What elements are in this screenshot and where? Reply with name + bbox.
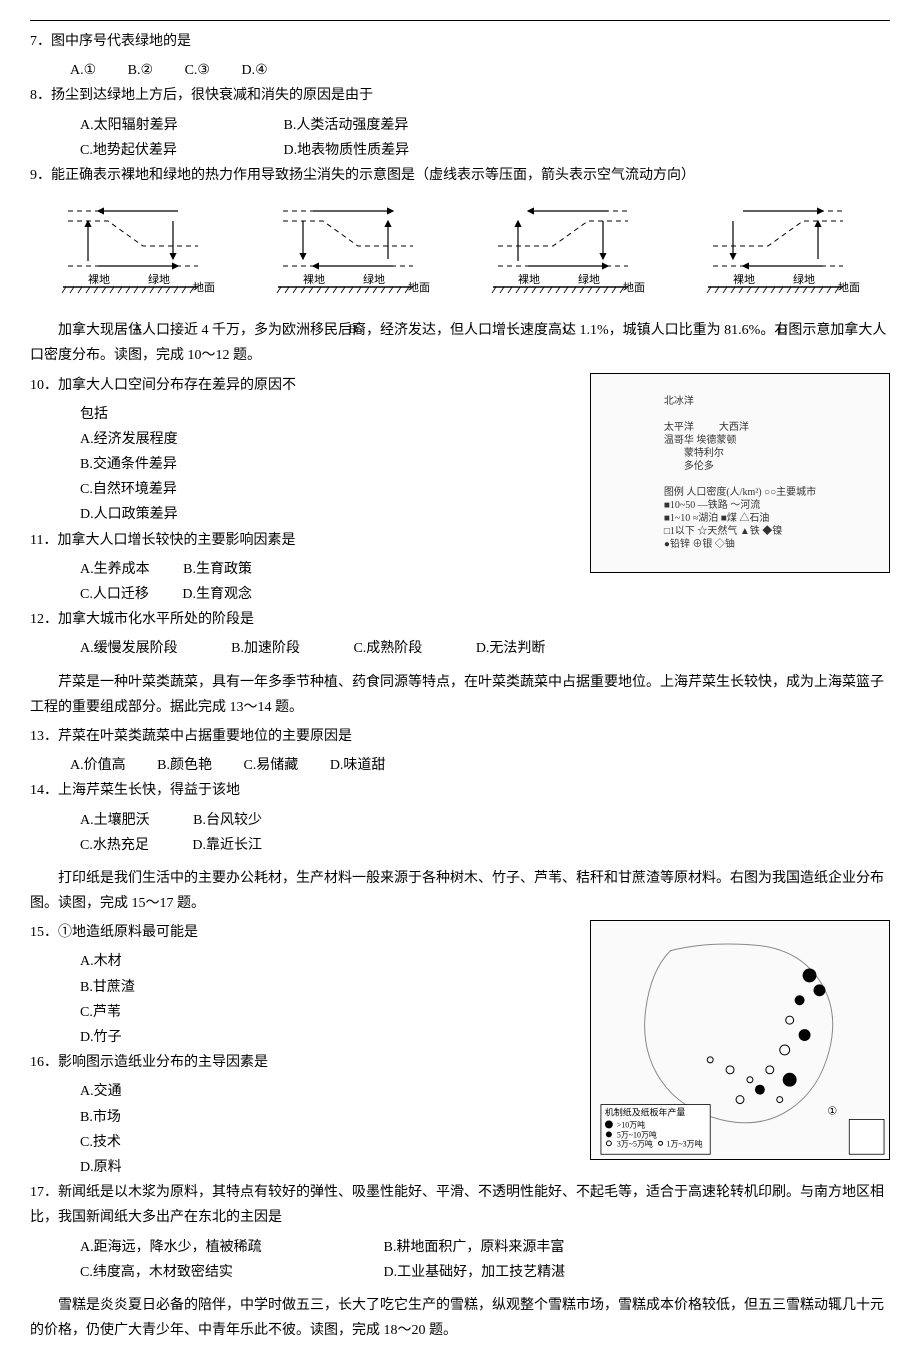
svg-text:绿地: 绿地 bbox=[363, 272, 385, 286]
option-b: B.交通条件差异 bbox=[30, 452, 580, 477]
question-text: 12．加拿大城市化水平所处的阶段是 bbox=[30, 612, 254, 627]
option-b: B.生育政策 bbox=[183, 562, 252, 577]
question-text: 15．①地造纸原料最可能是 bbox=[30, 925, 198, 940]
passage-15-17: 打印纸是我们生活中的主要办公耗材，生产材料一般来源于各种树木、竹子、芦苇、秸秆和… bbox=[30, 866, 890, 916]
diagram-label: C bbox=[478, 317, 658, 340]
svg-text:绿地: 绿地 bbox=[793, 272, 815, 286]
diagram-label: D bbox=[693, 317, 873, 340]
option-a: A.价值高 bbox=[70, 753, 126, 778]
q11-options: A.生养成本 B.生育政策 bbox=[30, 557, 580, 582]
option-b: B.甘蔗渣 bbox=[30, 975, 580, 1000]
option-c: C.人口迁移 bbox=[80, 582, 149, 607]
q17-options: A.距海远，降水少，植被稀疏 B.耕地面积广，原料来源丰富 bbox=[30, 1235, 890, 1260]
question-14: 14．上海芹菜生长快，得益于该地 bbox=[30, 778, 890, 803]
option-c: C.芦苇 bbox=[30, 1000, 580, 1025]
svg-text:3万~5万吨: 3万~5万吨 bbox=[617, 1139, 653, 1149]
question-13: 13．芹菜在叶菜类蔬菜中占据重要地位的主要原因是 bbox=[30, 724, 890, 749]
q12-options: A.缓慢发展阶段 B.加速阶段 C.成熟阶段 D.无法判断 bbox=[30, 636, 890, 661]
option-b: B.人类活动强度差异 bbox=[284, 113, 484, 138]
option-a: A.缓慢发展阶段 bbox=[80, 636, 178, 661]
svg-text:裸地: 裸地 bbox=[303, 272, 325, 286]
svg-text:5万~10万吨: 5万~10万吨 bbox=[617, 1130, 657, 1140]
q14-options: A.土壤肥沃 B.台风较少 bbox=[30, 808, 890, 833]
question-text: 9．能正确表示裸地和绿地的热力作用导致扬尘消失的示意图是（虚线表示等压面，箭头表… bbox=[30, 168, 695, 183]
question-text: 16．影响图示造纸业分布的主导因素是 bbox=[30, 1055, 268, 1070]
green-label: 绿地 bbox=[148, 272, 170, 286]
option-c: C.易储藏 bbox=[243, 753, 298, 778]
option-a: A.① bbox=[70, 58, 96, 83]
svg-text:机制纸及纸板年产量: 机制纸及纸板年产量 bbox=[605, 1107, 686, 1118]
diagram-b: 裸地绿地地面 B bbox=[263, 196, 443, 306]
question-9: 9．能正确表示裸地和绿地的热力作用导致扬尘消失的示意图是（虚线表示等压面，箭头表… bbox=[30, 163, 890, 188]
passage-18-20: 雪糕是炎炎夏日必备的陪伴，中学时做五三，长大了吃它生产的雪糕，纵观整个雪糕市场，… bbox=[30, 1293, 890, 1343]
option-d: D.地表物质性质差异 bbox=[284, 138, 484, 163]
option-c: C.自然环境差异 bbox=[30, 477, 580, 502]
diagram-label: B bbox=[263, 317, 443, 340]
option-d: D.工业基础好，加工技艺精湛 bbox=[384, 1265, 566, 1280]
option-c: C.技术 bbox=[30, 1130, 580, 1155]
q13-options: A.价值高 B.颜色艳 C.易储藏 D.味道甜 bbox=[30, 753, 890, 778]
option-d: D.无法判断 bbox=[476, 636, 546, 661]
question-12: 12．加拿大城市化水平所处的阶段是 bbox=[30, 607, 890, 632]
option-b: B.市场 bbox=[30, 1105, 580, 1130]
option-c: C.地势起伏差异 bbox=[80, 138, 280, 163]
question-11: 11．加拿大人口增长较快的主要影响因素是 bbox=[30, 528, 580, 553]
svg-text:①: ① bbox=[827, 1106, 837, 1118]
question-text: 7．图中序号代表绿地的是 bbox=[30, 34, 191, 49]
option-d: D.生育观念 bbox=[182, 587, 252, 602]
option-b: B.台风较少 bbox=[193, 813, 262, 828]
option-c: C.水热充足 bbox=[80, 833, 149, 858]
question-8: 8．扬尘到达绿地上方后，很快衰减和消失的原因是由于 bbox=[30, 83, 890, 108]
diagram-a: 裸地 绿地 地面 A bbox=[48, 196, 228, 306]
svg-text:1万~3万吨: 1万~3万吨 bbox=[666, 1139, 702, 1149]
question-15: 15．①地造纸原料最可能是 bbox=[30, 920, 580, 945]
svg-text:>10万吨: >10万吨 bbox=[617, 1120, 645, 1130]
question-text: 10．加拿大人口空间分布存在差异的原因不 bbox=[30, 378, 296, 393]
option-c: C.成熟阶段 bbox=[353, 636, 422, 661]
option-d: D.原料 bbox=[30, 1155, 580, 1180]
svg-text:裸地: 裸地 bbox=[518, 272, 540, 286]
question-17: 17．新闻纸是以木浆为原料，其特点有较好的弹性、吸墨性能好、平滑、不透明性能好、… bbox=[30, 1180, 890, 1230]
option-b: B.加速阶段 bbox=[231, 636, 300, 661]
question-10: 10．加拿大人口空间分布存在差异的原因不 bbox=[30, 373, 580, 398]
question-text: 17．新闻纸是以木浆为原料，其特点有较好的弹性、吸墨性能好、平滑、不透明性能好、… bbox=[30, 1185, 884, 1225]
option-d: D.味道甜 bbox=[330, 753, 386, 778]
option-d: D.④ bbox=[241, 58, 267, 83]
thermal-diagrams: 裸地 绿地 地面 A 裸地绿地地面 B bbox=[30, 196, 890, 306]
bare-label: 裸地 bbox=[88, 272, 110, 286]
diagram-label: A bbox=[48, 317, 228, 340]
option-a: A.木材 bbox=[30, 949, 580, 974]
q10-cont: 包括 bbox=[30, 402, 580, 427]
option-b: B.② bbox=[128, 58, 153, 83]
svg-text:裸地: 裸地 bbox=[733, 272, 755, 286]
q7-options: A.① B.② C.③ D.④ bbox=[30, 58, 890, 83]
option-b: B.颜色艳 bbox=[157, 753, 212, 778]
question-text: 8．扬尘到达绿地上方后，很快衰减和消失的原因是由于 bbox=[30, 88, 373, 103]
question-7: 7．图中序号代表绿地的是 bbox=[30, 29, 890, 54]
diagram-d: 裸地绿地地面 D bbox=[693, 196, 873, 306]
top-divider bbox=[30, 20, 890, 21]
svg-text:绿地: 绿地 bbox=[578, 272, 600, 286]
option-d: D.竹子 bbox=[30, 1025, 580, 1050]
option-b: B.耕地面积广，原料来源丰富 bbox=[384, 1240, 565, 1255]
option-d: D.人口政策差异 bbox=[30, 502, 580, 527]
china-map: ① 机制纸及纸板年产量 >10万吨 5万~10万吨 3万~5万吨 1万~3万吨 bbox=[590, 920, 890, 1160]
question-16: 16．影响图示造纸业分布的主导因素是 bbox=[30, 1050, 580, 1075]
option-d: D.靠近长江 bbox=[192, 838, 262, 853]
canada-map: 北冰洋 太平洋 大西洋 温哥华 埃德蒙顿 蒙特利尔 多伦多 图例 人口密度(人/… bbox=[590, 373, 890, 573]
question-text: 14．上海芹菜生长快，得益于该地 bbox=[30, 783, 240, 798]
option-a: A.土壤肥沃 bbox=[80, 808, 150, 833]
q8-options: A.太阳辐射差异 B.人类活动强度差异 C.地势起伏差异 D.地表物质性质差异 bbox=[30, 113, 890, 163]
passage-13-14: 芹菜是一种叶菜类蔬菜，具有一年多季节种植、药食同源等特点，在叶菜类蔬菜中占据重要… bbox=[30, 670, 890, 720]
question-text: 11．加拿大人口增长较快的主要影响因素是 bbox=[30, 533, 295, 548]
option-a: A.太阳辐射差异 bbox=[80, 113, 280, 138]
question-text: 13．芹菜在叶菜类蔬菜中占据重要地位的主要原因是 bbox=[30, 729, 352, 744]
option-a: A.距海远，降水少，植被稀疏 bbox=[80, 1235, 340, 1260]
option-a: A.生养成本 bbox=[80, 557, 150, 582]
diagram-c: 裸地绿地地面 C bbox=[478, 196, 658, 306]
option-a: A.经济发展程度 bbox=[30, 427, 580, 452]
option-a: A.交通 bbox=[30, 1079, 580, 1104]
option-c: C.③ bbox=[185, 58, 210, 83]
option-c: C.纬度高，木材致密结实 bbox=[80, 1260, 340, 1285]
